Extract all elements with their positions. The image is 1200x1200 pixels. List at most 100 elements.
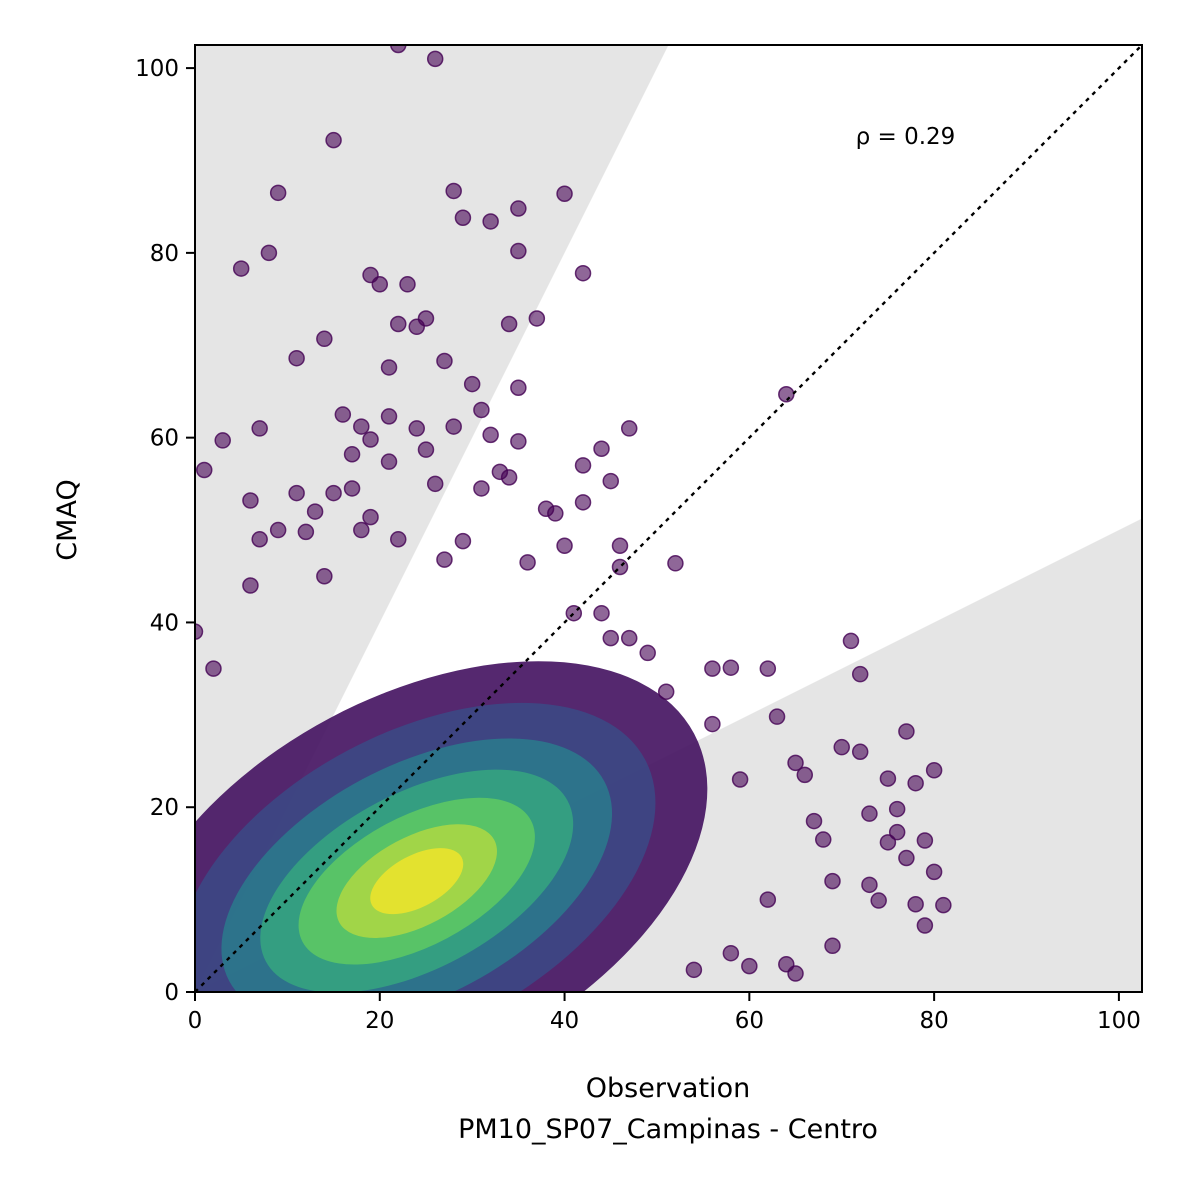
scatter-point bbox=[214, 432, 231, 449]
scatter-point bbox=[741, 957, 758, 975]
scatter-point bbox=[232, 260, 250, 277]
x-axis-ticks: 0 20 40 60 80 100 bbox=[188, 992, 1141, 1034]
scatter-point bbox=[306, 503, 324, 520]
scatter-point bbox=[602, 629, 620, 647]
scatter-point bbox=[371, 276, 389, 293]
scatter-point bbox=[334, 406, 352, 423]
scatter-point bbox=[343, 480, 361, 497]
scatter-point bbox=[879, 834, 897, 851]
scatter-point bbox=[833, 738, 850, 756]
scatter-point bbox=[935, 896, 952, 914]
scatter-point bbox=[722, 944, 740, 962]
correlation-annotation: ρ = 0.29 bbox=[856, 124, 956, 150]
scatter-point bbox=[353, 418, 370, 435]
scatter-point bbox=[888, 800, 906, 818]
scatter-point bbox=[519, 554, 536, 571]
scatter-point bbox=[436, 551, 453, 568]
scatter-point bbox=[195, 623, 204, 640]
scatter-points bbox=[195, 45, 952, 982]
scatter-point bbox=[510, 200, 527, 217]
scatter-point bbox=[482, 213, 499, 230]
x-axis-label: Observation bbox=[586, 1073, 750, 1104]
scatter-point bbox=[510, 379, 527, 397]
scatter-point bbox=[510, 242, 527, 260]
scatter-point bbox=[473, 480, 490, 497]
y-tick-label: 0 bbox=[164, 980, 179, 1006]
y-tick-label: 60 bbox=[150, 426, 179, 452]
scatter-point bbox=[593, 604, 610, 622]
scatter-point bbox=[574, 264, 592, 282]
scatter-point bbox=[500, 315, 518, 333]
scatter-point bbox=[390, 531, 407, 548]
scatter-point bbox=[500, 469, 518, 486]
scatter-point bbox=[362, 508, 379, 526]
scatter-point bbox=[898, 723, 915, 740]
scatter-point bbox=[316, 330, 333, 348]
y-tick-label: 100 bbox=[135, 56, 179, 82]
scatter-point bbox=[602, 472, 620, 490]
scatter-point bbox=[879, 770, 897, 787]
x-tick-label: 40 bbox=[550, 1008, 579, 1034]
scatter-point bbox=[528, 310, 546, 327]
scatter-point bbox=[260, 244, 278, 262]
scatter-point bbox=[288, 484, 305, 502]
density-cloud bbox=[195, 661, 708, 992]
scatter-point bbox=[556, 185, 573, 202]
scatter-point bbox=[362, 431, 379, 448]
scatter-point bbox=[824, 937, 841, 955]
scatter-point bbox=[611, 537, 629, 555]
scatter-point bbox=[380, 408, 398, 425]
density-level-6 bbox=[370, 848, 464, 915]
scatter-point bbox=[685, 961, 703, 979]
y-tick-label: 20 bbox=[150, 795, 179, 821]
scatter-point bbox=[436, 352, 453, 370]
scatter-point bbox=[916, 917, 934, 934]
scatter-point bbox=[463, 375, 481, 393]
scatter-point bbox=[620, 629, 638, 647]
x-tick-label: 0 bbox=[188, 1008, 203, 1034]
scatter-point bbox=[907, 895, 924, 913]
scatter-point bbox=[390, 45, 407, 54]
scatter-point bbox=[611, 558, 629, 576]
scatter-point bbox=[620, 420, 638, 437]
scatter-point bbox=[473, 401, 490, 419]
scatter-point bbox=[861, 876, 878, 894]
scatter-point bbox=[815, 831, 832, 848]
scatter-point bbox=[657, 683, 675, 700]
x-tick-label: 20 bbox=[365, 1008, 394, 1034]
scatter-point bbox=[417, 310, 435, 327]
scatter-point bbox=[195, 461, 213, 479]
scatter-point bbox=[454, 532, 472, 550]
plot-area bbox=[195, 45, 1142, 992]
scatter-point bbox=[426, 50, 444, 68]
scatter-point bbox=[888, 823, 906, 841]
scatter-point bbox=[851, 743, 869, 761]
scatter-point bbox=[325, 484, 342, 502]
scatter-point bbox=[824, 872, 841, 890]
scatter-point bbox=[445, 182, 462, 200]
scatter-point bbox=[399, 276, 416, 293]
y-axis-ticks: 0 20 40 60 80 100 bbox=[135, 56, 195, 1006]
scatter-point bbox=[205, 660, 222, 677]
scatter-point bbox=[269, 521, 287, 539]
scatter-point bbox=[380, 359, 398, 376]
one-to-one-line bbox=[195, 45, 1142, 992]
scatter-point bbox=[907, 774, 924, 792]
scatter-point bbox=[482, 426, 499, 444]
scatter-point bbox=[593, 440, 610, 457]
x-tick-label: 100 bbox=[1097, 1008, 1141, 1034]
scatter-point bbox=[556, 537, 573, 555]
scatter-point bbox=[722, 659, 740, 676]
scatter-point bbox=[454, 209, 472, 227]
scatter-point bbox=[704, 715, 721, 733]
x-axis-sublabel: PM10_SP07_Campinas - Centro bbox=[458, 1114, 878, 1145]
scatter-point bbox=[639, 644, 656, 662]
scatter-point bbox=[731, 771, 749, 788]
y-axis-label: CMAQ bbox=[52, 479, 83, 560]
scatter-point bbox=[925, 762, 943, 779]
scatter-point bbox=[242, 492, 259, 509]
y-tick-label: 80 bbox=[150, 241, 179, 267]
scatter-point bbox=[759, 891, 777, 908]
scatter-point bbox=[861, 805, 878, 822]
